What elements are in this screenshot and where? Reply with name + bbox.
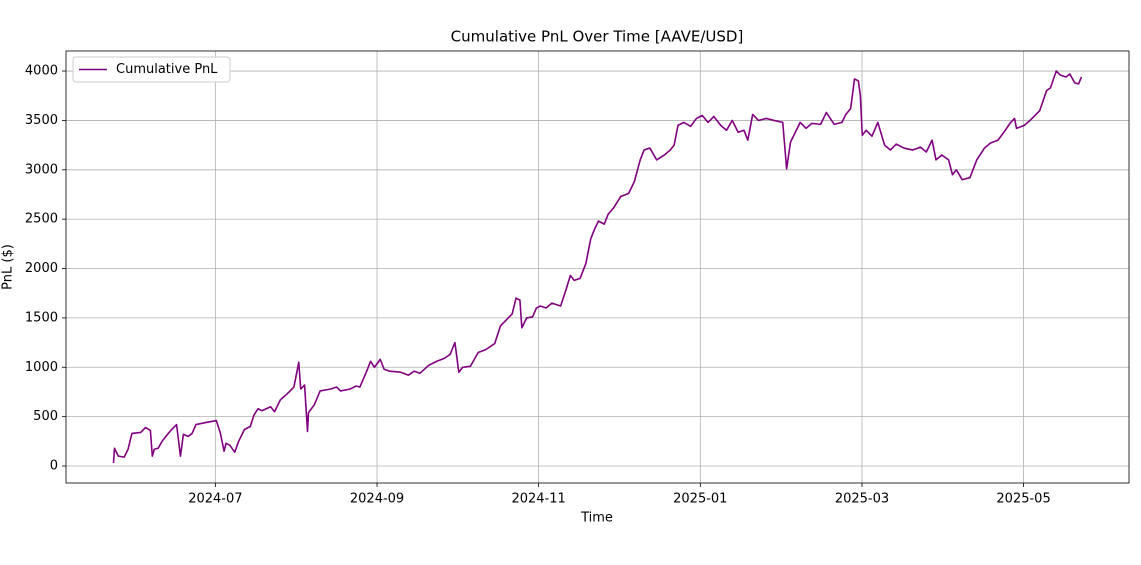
x-tick-label: 2025-03 [835,492,889,507]
chart-title: Cumulative PnL Over Time [AAVE/USD] [451,28,744,46]
y-tick-label: 0 [50,459,58,474]
x-axis-label: Time [580,511,613,526]
legend-box [72,56,231,83]
legend-label: Cumulative PnL [116,62,218,77]
y-tick-label: 1500 [25,310,58,325]
x-tick-label: 2024-11 [511,492,565,507]
line-series [112,70,1083,464]
y-tick-label: 4000 [25,64,58,79]
x-tick-label: 2025-01 [673,492,727,507]
legend: Cumulative PnL [72,56,231,83]
y-axis-label: PnL ($) [1,244,16,290]
x-tick-label: 2025-05 [996,492,1050,507]
y-tick-label: 500 [33,409,58,424]
y-tick-label: 2000 [25,261,58,276]
y-tick-label: 2500 [25,212,58,227]
y-tick-label: 3500 [25,113,58,128]
plot-frame [65,50,1130,484]
x-tick-label: 2024-07 [188,492,242,507]
x-tick-label: 2024-09 [350,492,404,507]
y-tick-label: 3000 [25,162,58,177]
y-tick-label: 1000 [25,360,58,375]
